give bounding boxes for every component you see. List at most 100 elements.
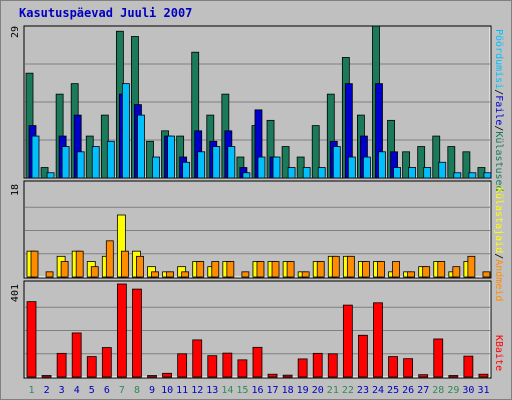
bar-kbaite-day-17 — [267, 373, 278, 378]
x-tick-label-9: 9 — [149, 385, 155, 396]
bar-p-rdumisi-day-13 — [212, 146, 221, 179]
bar-kbaite-day-10 — [162, 372, 172, 378]
x-tick-label-2: 2 — [44, 385, 50, 396]
bar-k-lastajaid-day-31 — [482, 271, 491, 278]
bar-k-lastajaid-day-3 — [60, 261, 69, 278]
x-tick-label-28: 28 — [432, 385, 444, 396]
bar-k-lastused-day-18 — [281, 146, 290, 179]
bar-k-lastajaid-day-12 — [196, 261, 205, 278]
bar-k-lastused-day-27 — [417, 146, 426, 179]
x-tick-label-14: 14 — [221, 385, 233, 396]
bar-k-lastused-day-20 — [311, 125, 320, 179]
bar-p-rdumisi-day-7 — [121, 83, 130, 179]
bar-p-rdumisi-day-20 — [317, 167, 326, 179]
x-tick-label-21: 21 — [327, 385, 339, 396]
legend-separator: / — [493, 253, 504, 259]
bar-p-rdumisi-day-9 — [152, 156, 160, 179]
bar-p-rdumisi-day-14 — [227, 146, 236, 179]
bar-k-lastajaid-day-1 — [30, 250, 39, 278]
bar-p-rdumisi-day-29 — [453, 172, 462, 179]
bar-p-rdumisi-day-8 — [137, 114, 145, 179]
x-tick-label-17: 17 — [267, 385, 279, 396]
bar-kbaite-day-3 — [56, 352, 67, 378]
bar-k-lastajaid-day-23 — [362, 261, 370, 278]
bar-kbaite-day-15 — [237, 359, 248, 378]
bar-k-lastused-day-30 — [462, 151, 471, 179]
bar-k-lastajaid-day-13 — [211, 261, 220, 278]
bar-k-lastajaid-day-16 — [256, 261, 265, 278]
x-tick-label-11: 11 — [176, 385, 188, 396]
bar-k-lastajaid-day-18 — [286, 261, 295, 278]
bar-p-rdumisi-day-25 — [393, 167, 401, 179]
bar-kbaite-day-31 — [478, 373, 489, 378]
bar-p-rdumisi-day-6 — [106, 140, 115, 179]
bar-k-lastajaid-day-27 — [422, 266, 431, 278]
panel-3-ymax-label: 401 — [10, 284, 21, 302]
bar-k-lastajaid-day-15 — [241, 271, 250, 278]
bar-kbaite-day-27 — [418, 374, 429, 378]
bar-k-lastajaid-day-7 — [120, 250, 129, 278]
bar-k-lastajaid-day-26 — [407, 271, 416, 278]
bar-p-rdumisi-day-17 — [272, 156, 281, 179]
bar-k-lastajaid-day-20 — [316, 261, 325, 278]
bar-k-lastajaid-day-6 — [105, 240, 114, 278]
legend-separator: / — [493, 89, 504, 95]
bar-p-rdumisi-day-27 — [423, 167, 432, 179]
chart-title: Kasutuspäevad Juuli 2007 — [19, 6, 193, 20]
legend-k-lastused: Külastused — [493, 131, 504, 191]
bar-k-lastajaid-day-8 — [136, 255, 144, 278]
bar-p-rdumisi-day-10 — [167, 135, 175, 179]
bar-kbaite-day-22 — [342, 304, 353, 378]
bar-k-lastajaid-day-4 — [75, 250, 84, 278]
bar-kbaite-day-6 — [101, 347, 112, 378]
bar-k-lastused-day-29 — [447, 146, 456, 179]
bar-kbaite-day-23 — [358, 334, 368, 378]
bar-k-lastajaid-day-25 — [392, 261, 400, 278]
x-tick-label-24: 24 — [372, 385, 384, 396]
bar-kbaite-day-18 — [282, 374, 293, 378]
bar-k-lastajaid-day-9 — [151, 271, 159, 278]
x-tick-label-26: 26 — [402, 385, 414, 396]
bar-kbaite-day-7 — [116, 283, 127, 378]
bar-k-lastajaid-day-19 — [301, 271, 310, 278]
bar-kbaite-day-9 — [147, 375, 157, 378]
bar-p-rdumisi-day-16 — [257, 156, 266, 179]
bar-p-rdumisi-day-11 — [182, 161, 191, 179]
legend-p-rdumisi: Pöördumisi — [493, 29, 504, 89]
legend-faile: Faile — [493, 95, 504, 125]
bar-p-rdumisi-day-3 — [61, 146, 70, 179]
bar-k-lastajaid-day-11 — [181, 271, 190, 278]
bar-p-rdumisi-day-15 — [242, 172, 251, 179]
bar-kbaite-day-19 — [297, 358, 308, 378]
bar-p-rdumisi-day-23 — [363, 156, 371, 179]
bar-kbaite-day-14 — [222, 352, 233, 378]
bar-k-lastajaid-day-14 — [226, 261, 235, 278]
bar-p-rdumisi-day-2 — [46, 172, 55, 179]
bar-k-lastajaid-day-30 — [467, 255, 476, 278]
bar-kbaite-day-11 — [177, 353, 188, 378]
bar-p-rdumisi-day-12 — [197, 151, 206, 179]
bar-k-lastajaid-day-2 — [45, 271, 54, 278]
bar-kbaite-day-8 — [132, 288, 142, 378]
x-tick-label-7: 7 — [119, 385, 125, 396]
bar-p-rdumisi-day-24 — [378, 151, 386, 179]
bar-p-rdumisi-day-21 — [332, 146, 341, 179]
bar-kbaite-day-4 — [71, 332, 82, 378]
bar-k-lastajaid-day-17 — [271, 261, 280, 278]
legend-andmeid: Andmeid — [493, 259, 504, 301]
panel-2-ymax-label: 18 — [10, 184, 21, 196]
x-tick-label-18: 18 — [282, 385, 294, 396]
bar-p-rdumisi-day-30 — [468, 172, 477, 179]
bar-k-lastajaid-day-10 — [166, 271, 174, 278]
bar-kbaite-day-24 — [373, 302, 383, 378]
x-tick-label-3: 3 — [59, 385, 65, 396]
x-tick-label-15: 15 — [236, 385, 248, 396]
bar-kbaite-day-28 — [433, 338, 444, 378]
legend-middle: Külastajaid/Andmeid — [493, 187, 504, 301]
x-tick-label-27: 27 — [417, 385, 429, 396]
bar-k-lastajaid-day-21 — [331, 255, 340, 278]
x-tick-label-23: 23 — [357, 385, 369, 396]
bar-k-lastajaid-day-28 — [437, 261, 446, 278]
